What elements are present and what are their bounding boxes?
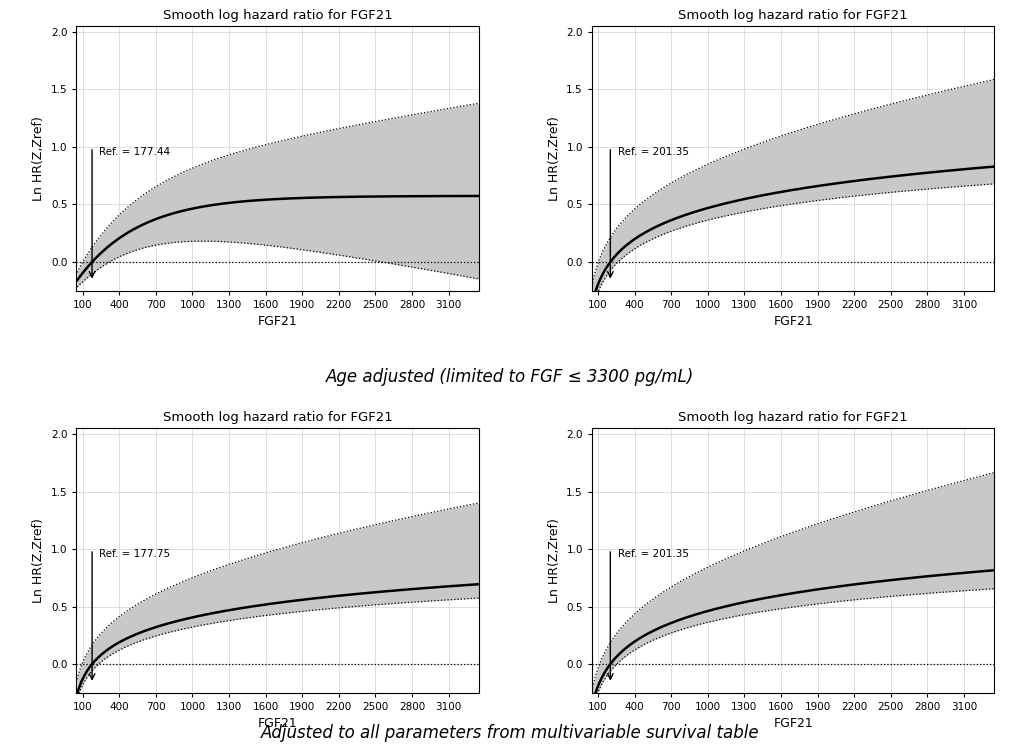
- Y-axis label: Ln HR(Z,Zref): Ln HR(Z,Zref): [547, 116, 560, 201]
- Title: Smooth log hazard ratio for FGF21: Smooth log hazard ratio for FGF21: [163, 9, 392, 22]
- X-axis label: FGF21: FGF21: [258, 718, 298, 730]
- Text: Ref. = 201.35: Ref. = 201.35: [618, 147, 688, 157]
- Text: Age adjusted (limited to FGF ≤ 3300 pg/mL): Age adjusted (limited to FGF ≤ 3300 pg/m…: [325, 368, 694, 386]
- Y-axis label: Ln HR(Z,Zref): Ln HR(Z,Zref): [33, 116, 45, 201]
- Text: Ref. = 177.44: Ref. = 177.44: [99, 147, 170, 157]
- X-axis label: FGF21: FGF21: [772, 315, 812, 328]
- Title: Smooth log hazard ratio for FGF21: Smooth log hazard ratio for FGF21: [678, 411, 907, 425]
- X-axis label: FGF21: FGF21: [258, 315, 298, 328]
- Text: Ref. = 177.75: Ref. = 177.75: [99, 549, 170, 559]
- Text: Adjusted to all parameters from multivariable survival table: Adjusted to all parameters from multivar…: [261, 724, 758, 742]
- X-axis label: FGF21: FGF21: [772, 718, 812, 730]
- Title: Smooth log hazard ratio for FGF21: Smooth log hazard ratio for FGF21: [678, 9, 907, 22]
- Y-axis label: Ln HR(Z,Zref): Ln HR(Z,Zref): [547, 518, 560, 603]
- Title: Smooth log hazard ratio for FGF21: Smooth log hazard ratio for FGF21: [163, 411, 392, 425]
- Text: Ref. = 201.35: Ref. = 201.35: [618, 549, 688, 559]
- Y-axis label: Ln HR(Z,Zref): Ln HR(Z,Zref): [33, 518, 45, 603]
